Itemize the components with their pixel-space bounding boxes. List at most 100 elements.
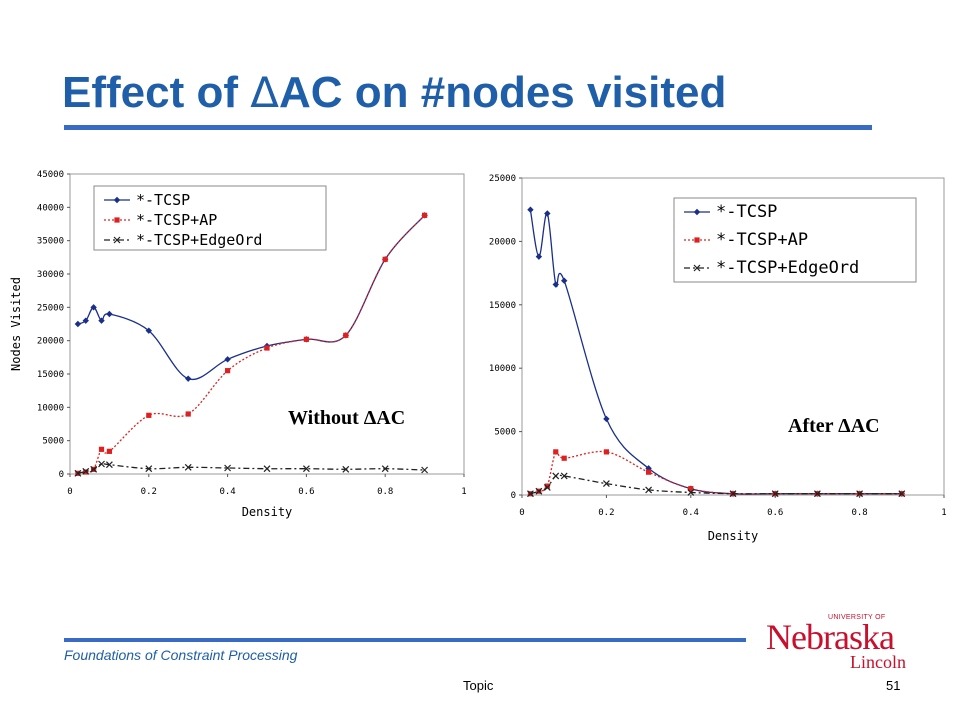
data-point [90, 465, 98, 473]
legend-entry-label: *-TCSP+AP [716, 230, 808, 250]
data-point [185, 375, 192, 382]
logo-university-of: UNIVERSITY OF [828, 614, 886, 621]
y-tick-label: 0 [59, 470, 64, 480]
legend-box [93, 185, 327, 251]
logo-campus: Lincoln [850, 652, 906, 672]
data-point [561, 455, 567, 461]
series-3 [74, 460, 429, 477]
chart-without-ac: 0 5000 10000 15000 20000 25000 30000 35000 40000… [4, 160, 474, 530]
page-number: 51 [886, 678, 901, 693]
data-point [105, 461, 113, 469]
data-point [553, 449, 559, 455]
footer-course-title: Foundations of Constraint Processing [64, 647, 298, 663]
data-point [264, 345, 270, 351]
chart-without-ac-svg: 0 5000 10000 15000 20000 25000 30000 35000 40000… [9, 170, 467, 519]
x-axis-label: Density [242, 505, 293, 519]
y-tick-label: 5000 [42, 437, 64, 447]
data-point [421, 466, 429, 474]
data-point [381, 465, 389, 473]
data-point [106, 310, 113, 318]
data-point [813, 490, 821, 498]
data-point [98, 317, 105, 324]
chart-annotation: Without ΔAC [288, 407, 405, 429]
chart-after-ac-svg: 0 5000 10000 15000 20000 25000 0 0.2 0.4 0.6 0.8 1 D… [489, 174, 947, 543]
x-tick-label: 0.8 [377, 487, 393, 497]
data-point [771, 490, 779, 498]
data-point [687, 489, 695, 496]
data-point [74, 469, 82, 477]
legend-entry-label: *-TCSP+EdgeOrd [136, 231, 262, 249]
x-tick-label: 0 [67, 487, 72, 497]
data-point [303, 336, 309, 342]
legend-box [673, 197, 917, 283]
x-tick-label: 1 [941, 508, 946, 518]
slide-title-suffix: AC on #nodes visited [278, 68, 727, 117]
legend-entry-label: *-TCSP+AP [136, 211, 217, 229]
title-underline [64, 125, 872, 130]
legend-entry-label: *-TCSP [136, 191, 190, 209]
data-point [184, 463, 192, 471]
x-tick-label: 0.4 [683, 508, 699, 518]
y-tick-label: 15000 [37, 370, 64, 380]
data-point [729, 490, 737, 498]
legend: *-TCSP *-TCSP+AP *-TCSP+EdgeOrd [673, 197, 917, 283]
chart-after-ac: 0 5000 10000 15000 20000 25000 0 0.2 0.4 0.6 0.8 1 D… [470, 160, 956, 550]
x-tick-label: 0.2 [598, 508, 614, 518]
legend-swatch-marker [693, 208, 701, 216]
y-tick-label: 0 [511, 491, 516, 501]
data-point [224, 464, 232, 472]
legend-swatch-marker [693, 264, 701, 272]
slide-title-prefix: Effect of [62, 68, 251, 117]
y-tick-label: 40000 [37, 203, 64, 213]
data-point [82, 467, 90, 475]
x-tick-label: 0.2 [141, 487, 157, 497]
data-point [224, 356, 231, 363]
data-point [560, 472, 568, 480]
data-point [225, 368, 231, 374]
y-tick-label: 45000 [37, 170, 64, 180]
data-point [98, 446, 105, 452]
data-point [145, 327, 152, 334]
university-logo: UNIVERSITY OF Nebraska Lincoln [766, 612, 906, 674]
data-point [106, 448, 112, 454]
x-axis-label: Density [708, 529, 759, 543]
y-tick-label: 35000 [37, 237, 64, 247]
legend-entry-label: *-TCSP [716, 202, 777, 222]
data-point [543, 483, 551, 491]
slide-title: Effect of ΔAC on #nodes visited [62, 68, 726, 118]
data-point [602, 480, 610, 488]
data-point [552, 281, 559, 288]
y-tick-label: 15000 [489, 301, 516, 311]
y-tick-label: 20000 [37, 337, 64, 347]
x-tick-label: 1 [461, 487, 466, 497]
data-point [146, 412, 152, 418]
footer-divider [64, 638, 746, 642]
data-point [90, 304, 97, 311]
data-point [544, 483, 550, 489]
data-point [82, 317, 89, 324]
data-point [603, 449, 609, 455]
footer-topic: Topic [463, 678, 494, 693]
data-point [535, 487, 543, 495]
x-tick-label: 0.6 [767, 508, 783, 518]
x-tick-label: 0 [519, 508, 524, 518]
data-point [688, 486, 694, 492]
data-point [422, 212, 428, 218]
legend-swatch-marker [114, 217, 120, 223]
y-tick-label: 30000 [37, 270, 64, 280]
y-tick-label: 20000 [489, 237, 516, 247]
y-tick-label: 5000 [494, 428, 516, 438]
y-tick-label: 10000 [37, 403, 64, 413]
y-axis-label: Nodes Visited [9, 277, 23, 371]
data-point [646, 469, 652, 475]
series-3 [527, 472, 906, 498]
x-tick-label: 0.4 [219, 487, 235, 497]
data-point [527, 490, 534, 498]
data-point [342, 465, 350, 473]
data-point [74, 320, 82, 328]
data-point [185, 411, 191, 417]
legend-swatch-marker [694, 237, 700, 243]
data-point [535, 253, 543, 260]
data-point [898, 490, 906, 498]
y-tick-label: 25000 [489, 174, 516, 184]
